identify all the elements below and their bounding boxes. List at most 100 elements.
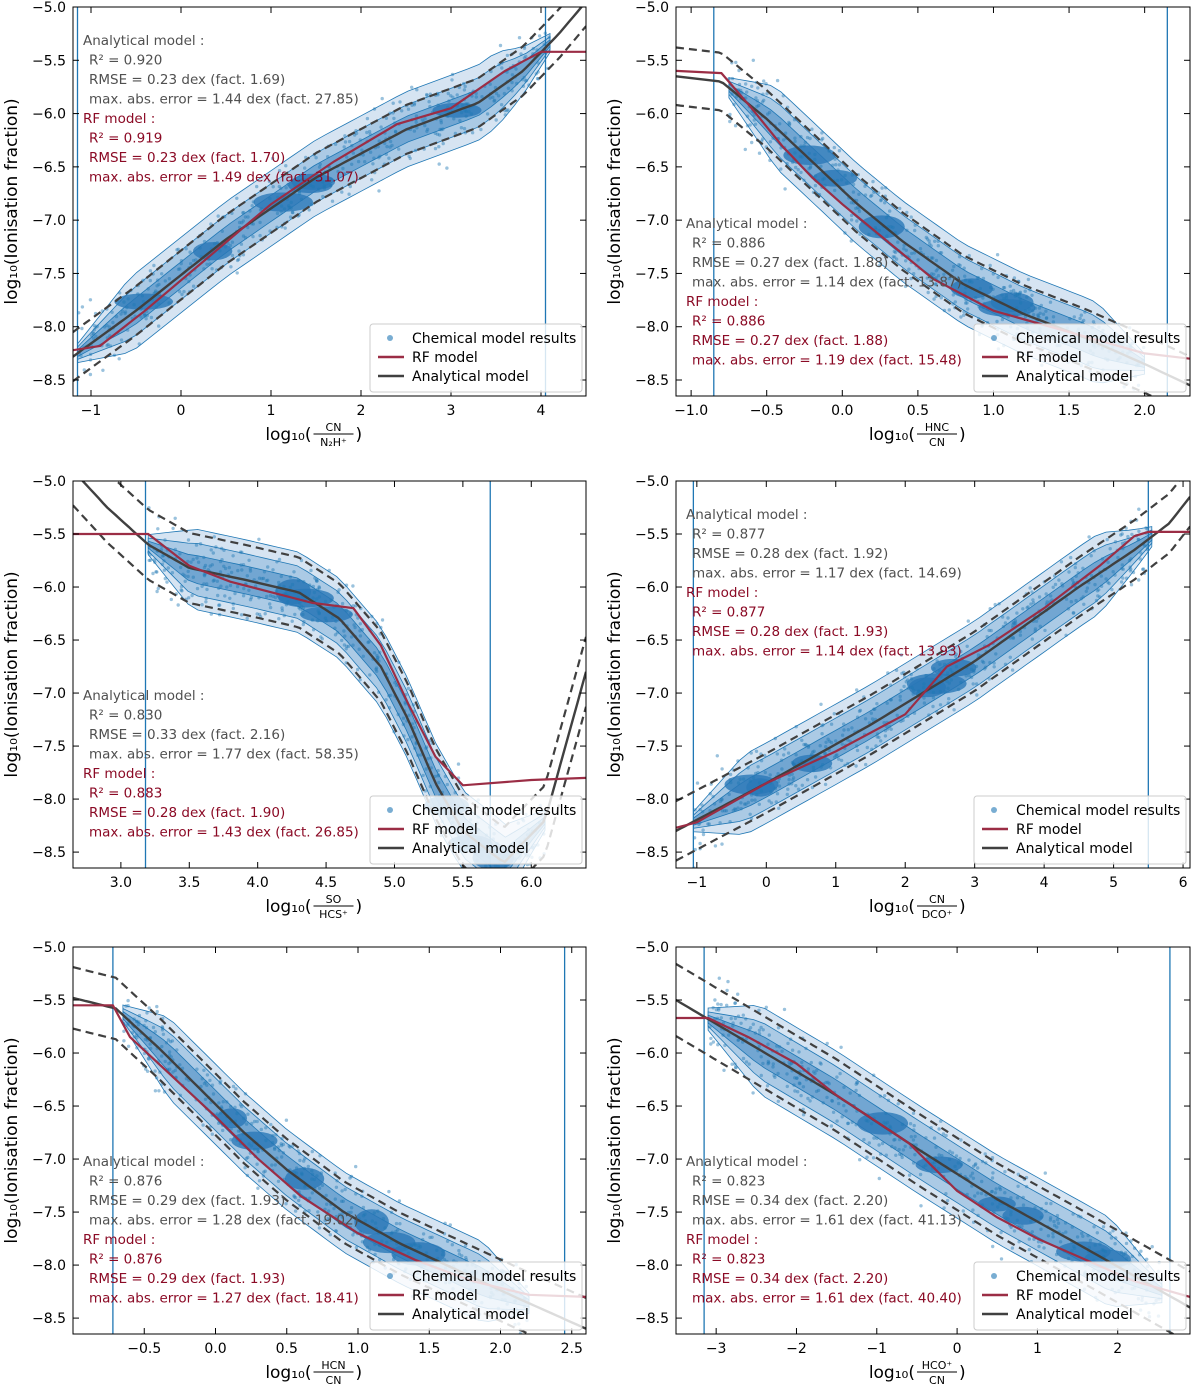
scatter-point <box>700 810 705 814</box>
scatter-point <box>376 655 380 659</box>
scatter-point <box>922 701 927 705</box>
scatter-point <box>261 1174 266 1178</box>
scatter-point <box>733 1016 738 1021</box>
plot-area <box>676 481 1190 868</box>
scatter-point <box>293 1196 298 1200</box>
scatter-point <box>767 110 772 115</box>
scatter-point <box>171 526 175 531</box>
scatter-point <box>796 1090 800 1094</box>
scatter-point <box>974 664 979 669</box>
scatter-point <box>902 247 906 251</box>
scatter-point <box>990 1189 994 1194</box>
scatter-point <box>777 784 782 788</box>
scatter-point <box>743 147 747 152</box>
scatter-point <box>293 612 297 617</box>
scatter-point <box>316 619 320 623</box>
scatter-point <box>1054 1252 1059 1257</box>
scatter-point <box>1093 1243 1097 1247</box>
scatter-point <box>957 255 962 259</box>
scatter-point <box>383 1226 387 1230</box>
scatter-point <box>709 1036 713 1041</box>
scatter-point <box>248 598 253 602</box>
legend-label-1: Chemical model results <box>1016 331 1180 347</box>
scatter-point <box>717 1006 721 1011</box>
scatter-point <box>967 253 971 258</box>
y-tick-label: −5.5 <box>32 527 66 543</box>
scatter-point <box>991 287 995 291</box>
scatter-point <box>768 158 772 163</box>
scatter-point <box>973 296 978 300</box>
scatter-point <box>373 1252 377 1257</box>
scatter-point <box>100 309 105 313</box>
scatter-point <box>749 816 754 821</box>
scatter-point <box>284 164 288 168</box>
scatter-point <box>522 56 527 60</box>
scatter-point <box>1113 1242 1117 1246</box>
scatter-point <box>909 1135 913 1139</box>
scatter-point <box>277 580 281 585</box>
scatter-point <box>1083 310 1087 314</box>
scatter-point <box>787 782 791 786</box>
scatter-point <box>854 764 858 768</box>
scatter-point <box>1017 1240 1021 1244</box>
scatter-point <box>883 734 888 738</box>
scatter-point <box>237 220 242 225</box>
scatter-point <box>222 548 226 552</box>
scatter-point <box>981 296 985 300</box>
scatter-point <box>997 602 1001 606</box>
scatter-point <box>439 121 443 125</box>
scatter-point <box>959 680 963 685</box>
scatter-point <box>163 576 167 581</box>
scatter-point <box>1119 580 1124 584</box>
legend-marker-scatter <box>387 1273 393 1279</box>
scatter-point <box>804 743 808 747</box>
scatter-point <box>899 719 903 724</box>
scatter-point <box>933 282 938 286</box>
scatter-point <box>443 774 448 779</box>
scatter-point <box>1003 1170 1007 1174</box>
scatter-point <box>303 1157 307 1161</box>
y-tick-label: −7.0 <box>635 686 669 702</box>
scatter-point <box>1073 562 1078 566</box>
scatter-point <box>1013 294 1017 298</box>
scatter-point <box>340 601 345 606</box>
scatter-point <box>469 112 474 116</box>
scatter-point <box>831 1110 836 1115</box>
scatter-point <box>393 129 398 134</box>
y-tick-label: −7.5 <box>32 1205 66 1221</box>
scatter-point <box>774 800 778 804</box>
rf-model-line <box>676 1016 1190 1298</box>
scatter-point <box>1011 621 1016 625</box>
scatter-point <box>273 1146 277 1150</box>
scatter-point <box>332 1206 336 1211</box>
scatter-point <box>414 114 419 118</box>
stats-analytical-r2: R² = 0.823 <box>692 1174 765 1190</box>
scatter-point <box>1113 540 1118 544</box>
scatter-point <box>1136 537 1141 542</box>
scatter-point <box>877 735 881 740</box>
scatter-point <box>351 1233 355 1237</box>
scatter-point <box>741 777 746 781</box>
scatter-point <box>309 202 314 207</box>
scatter-point <box>939 251 944 255</box>
scatter-point <box>786 1041 790 1046</box>
scatter-point <box>823 782 828 787</box>
scatter-point <box>1036 314 1040 318</box>
scatter-point <box>976 1213 980 1218</box>
scatter-point <box>842 728 846 732</box>
scatter-point <box>378 650 382 654</box>
scatter-point <box>912 711 917 715</box>
scatter-point <box>988 607 992 611</box>
scatter-point <box>492 99 496 103</box>
scatter-point <box>1030 303 1034 307</box>
scatter-point <box>971 682 975 686</box>
scatter-point <box>728 119 732 124</box>
scatter-point <box>279 1143 284 1148</box>
scatter-point <box>204 1080 208 1084</box>
scatter-point <box>178 267 182 271</box>
scatter-point <box>251 222 256 226</box>
scatter-point <box>82 368 87 372</box>
